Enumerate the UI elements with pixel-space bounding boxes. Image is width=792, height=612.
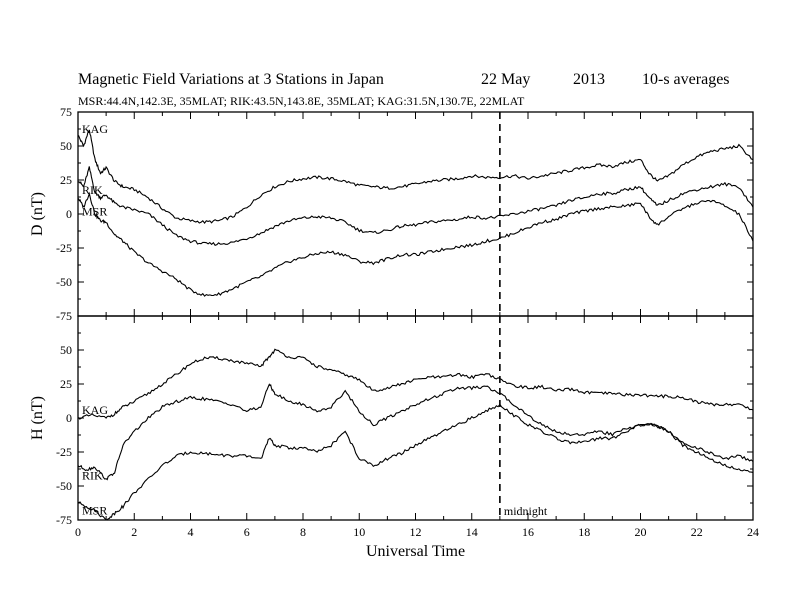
y-tick-label: 75 xyxy=(60,105,72,119)
chart-title-date: 22 May xyxy=(481,71,531,88)
y-tick-label: 0 xyxy=(66,207,72,221)
series-label-msr: MSR xyxy=(82,205,107,219)
panel-frame-0 xyxy=(77,111,754,317)
series-line-msr xyxy=(77,191,754,297)
chart-title-main: Magnetic Field Variations at 3 Stations … xyxy=(78,71,384,88)
y-tick-label: -25 xyxy=(56,241,72,255)
y-tick-label: -50 xyxy=(56,275,72,289)
series-label-msr: MSR xyxy=(82,503,107,517)
y-tick-label: 0 xyxy=(66,411,72,425)
x-tick-label: 8 xyxy=(300,525,306,539)
y-axis-label: H (nT) xyxy=(29,396,46,440)
x-tick-label: 6 xyxy=(244,525,250,539)
x-tick-label: 16 xyxy=(522,525,534,539)
x-tick-label: 12 xyxy=(410,525,422,539)
series-label-kag: KAG xyxy=(82,122,108,136)
series-line-rik xyxy=(77,166,754,246)
x-tick-label: 18 xyxy=(578,525,590,539)
series-line-rik xyxy=(77,383,754,481)
x-tick-label: 4 xyxy=(188,525,194,539)
series-label-kag: KAG xyxy=(82,403,108,417)
series-line-kag xyxy=(77,348,754,420)
series-line-msr xyxy=(77,403,754,521)
y-tick-label: -75 xyxy=(56,513,72,527)
series-label-rik: RIK xyxy=(82,183,103,197)
y-tick-label: 50 xyxy=(60,139,72,153)
x-tick-label: 22 xyxy=(691,525,703,539)
series-line-kag xyxy=(77,129,754,225)
chart-subtitle: MSR:44.4N,142.3E, 35MLAT; RIK:43.5N,143.… xyxy=(78,94,525,108)
x-tick-label: 2 xyxy=(131,525,137,539)
y-tick-label: 25 xyxy=(60,377,72,391)
x-tick-label: 14 xyxy=(466,525,478,539)
x-tick-label: 0 xyxy=(75,525,81,539)
y-tick-label: 50 xyxy=(60,343,72,357)
y-tick-label: -75 xyxy=(56,309,72,323)
x-axis-label: Universal Time xyxy=(366,543,465,560)
y-tick-label: -25 xyxy=(56,445,72,459)
y-tick-label: -50 xyxy=(56,479,72,493)
x-tick-label: 10 xyxy=(353,525,365,539)
y-tick-label: 25 xyxy=(60,173,72,187)
y-axis-label: D (nT) xyxy=(29,192,46,236)
x-tick-label: 24 xyxy=(747,525,759,539)
panel-frame-1 xyxy=(77,315,754,521)
chart-title-year: 2013 xyxy=(573,71,605,88)
midnight-label: midnight xyxy=(504,504,548,518)
x-tick-label: 20 xyxy=(635,525,647,539)
chart-title-note: 10-s averages xyxy=(642,71,730,88)
series-label-rik: RIK xyxy=(82,469,103,483)
